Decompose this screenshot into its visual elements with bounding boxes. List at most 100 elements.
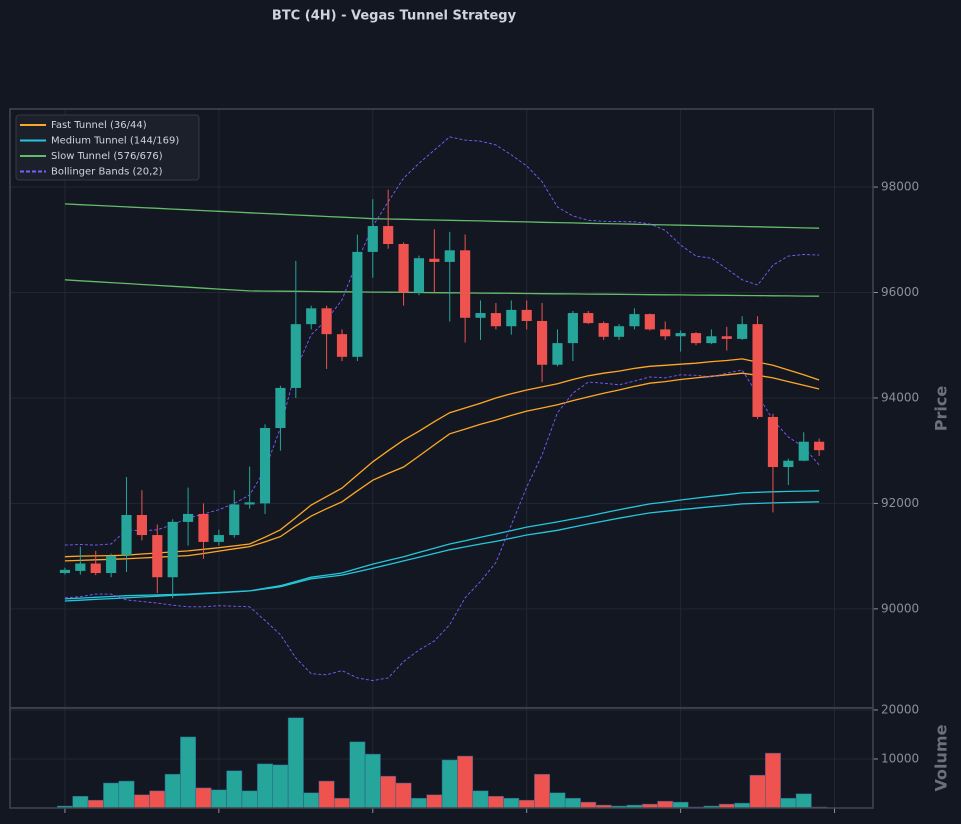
volume-bar <box>549 792 566 809</box>
volume-bar <box>765 752 781 809</box>
candle-body <box>783 460 794 468</box>
volume-bar <box>164 773 181 809</box>
volume-bar <box>472 790 489 809</box>
candle-body <box>244 502 255 505</box>
candle-body <box>721 336 732 339</box>
volume-bar <box>380 775 397 809</box>
candle-body <box>259 428 271 504</box>
candle-body <box>737 324 748 339</box>
volume-bar <box>780 797 797 809</box>
volume-bar <box>103 782 120 809</box>
legend-label: Bollinger Bands (20,2) <box>51 167 163 178</box>
candle-body <box>75 563 86 571</box>
volume-bar <box>672 801 689 809</box>
y-axis-label: Volume <box>932 724 951 791</box>
candle-body <box>506 309 517 327</box>
candle-body <box>644 314 655 330</box>
panel-border <box>9 707 874 809</box>
indicator-line <box>64 358 820 558</box>
candle-body <box>490 313 501 327</box>
plot-area <box>10 708 873 808</box>
candle-body <box>367 226 378 252</box>
volume-bar <box>657 800 674 809</box>
volume-bar <box>487 795 504 809</box>
volume-bar <box>441 759 458 809</box>
volume-bar <box>364 753 381 809</box>
volume-bar <box>534 773 551 809</box>
candle-body <box>429 258 440 262</box>
candle-body <box>336 334 348 357</box>
volume-bar <box>411 797 427 809</box>
volume-bar <box>318 780 335 809</box>
candle-body <box>444 250 455 262</box>
volume-bar <box>518 799 535 809</box>
candle-body <box>383 226 394 244</box>
candle-body <box>229 504 240 536</box>
volume-bar <box>457 755 474 809</box>
legend-box <box>15 114 200 181</box>
candle-body <box>290 324 301 388</box>
candle-body <box>583 313 594 324</box>
indicator-line <box>64 136 820 546</box>
volume-bar <box>149 790 166 809</box>
candle-body <box>460 250 471 318</box>
candle-body <box>690 333 702 344</box>
volume-bar <box>87 799 104 809</box>
volume-bar <box>580 801 597 809</box>
volume-bar <box>210 789 227 809</box>
candle-body <box>552 343 563 365</box>
candle-body <box>660 329 671 337</box>
y-tick-label: 94000 <box>881 390 919 404</box>
candle-body <box>275 387 286 429</box>
y-tick-label: 98000 <box>881 180 919 194</box>
legend-label: Slow Tunnel (576/676) <box>51 151 163 162</box>
indicator-line <box>64 279 820 297</box>
y-tick-label: 92000 <box>881 496 919 510</box>
volume-bar <box>426 794 443 809</box>
volume-bar <box>241 790 258 809</box>
volume-bar <box>749 774 766 809</box>
volume-bar <box>287 717 304 809</box>
candle-body <box>136 515 147 536</box>
candle-body <box>613 326 625 337</box>
legend: Fast Tunnel (36/44) Medium Tunnel (144/16… <box>15 114 200 181</box>
candle-body <box>475 313 486 318</box>
candle-body <box>90 563 101 574</box>
candle-body <box>152 535 163 578</box>
volume-bar <box>334 797 350 809</box>
volume-bar <box>564 797 581 809</box>
plot-area <box>10 109 873 708</box>
volume-bar <box>349 741 366 809</box>
candle-body <box>798 441 809 461</box>
candle-body <box>537 320 548 365</box>
candle-body <box>629 314 640 327</box>
candle-body <box>413 258 425 293</box>
candle-body <box>598 323 609 337</box>
indicator-line <box>64 372 820 562</box>
volume-bar <box>195 787 212 809</box>
candle-body <box>352 251 363 357</box>
candle-body <box>167 521 178 578</box>
legend-label: Medium Tunnel (144/169) <box>51 136 179 147</box>
candle-body <box>59 569 71 574</box>
candle-body <box>321 308 332 335</box>
candle-body <box>752 324 763 417</box>
y-tick-label: 20000 <box>881 702 919 716</box>
candle-body <box>398 243 409 293</box>
volume-bar <box>272 764 289 809</box>
legend-label: Fast Tunnel (36/44) <box>51 120 147 131</box>
volume-bar <box>180 736 197 809</box>
candle-body <box>706 336 717 344</box>
volume-bar <box>795 793 812 809</box>
candle-body <box>213 535 224 542</box>
candle-body <box>521 309 532 321</box>
volume-bar <box>503 797 520 809</box>
y-tick-label: 90000 <box>881 601 919 615</box>
candle-body <box>767 416 779 468</box>
y-tick-label: 96000 <box>881 285 919 299</box>
volume-bar <box>395 782 412 809</box>
indicator-line <box>64 501 820 602</box>
candle-body <box>121 515 132 556</box>
